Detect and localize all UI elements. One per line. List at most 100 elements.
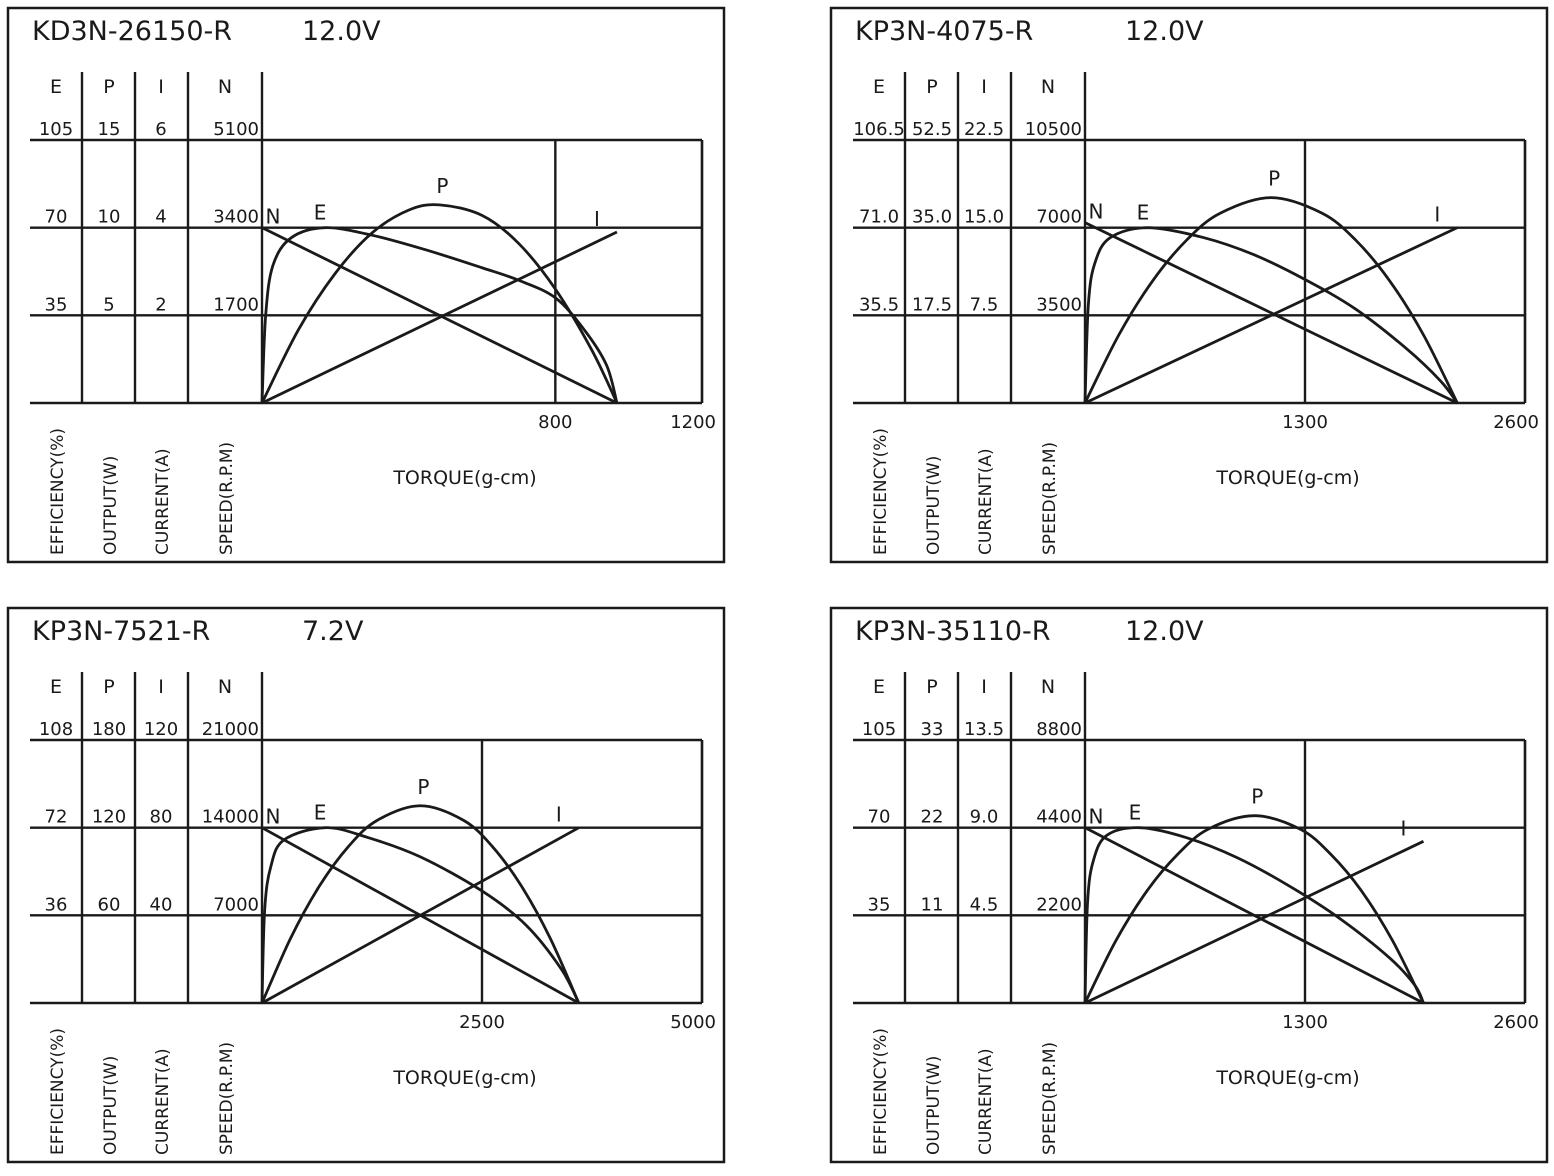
y-tick-label: 70 — [868, 807, 891, 828]
x-axis-title: TORQUE(g-cm) — [1215, 467, 1359, 489]
axis-header: N — [1041, 76, 1055, 98]
axis-title: EFFICIENCY(%) — [48, 428, 68, 555]
x-tick-label: 1300 — [1282, 1012, 1328, 1033]
curve — [261, 826, 580, 1005]
panel-frame — [829, 6, 1549, 564]
curve-label: P — [1251, 785, 1263, 809]
y-tick-label: 22 — [921, 807, 944, 828]
y-tick-label: 15.0 — [964, 207, 1004, 228]
x-tick-label: 1200 — [670, 412, 716, 433]
x-tick-label: 1300 — [1282, 412, 1328, 433]
axis-title: OUTPUT(W) — [101, 456, 121, 555]
x-axis-title: TORQUE(g-cm) — [392, 467, 536, 489]
axis-header: I — [158, 676, 164, 698]
y-tick-label: 5100 — [213, 119, 259, 140]
curve — [1084, 221, 1458, 405]
curve-label: N — [266, 805, 281, 829]
axis-header: N — [1041, 676, 1055, 698]
voltage-label: 12.0V — [302, 16, 381, 47]
axis-header: E — [873, 676, 885, 698]
curve — [1083, 826, 1425, 1004]
y-tick-label: 106.5 — [853, 119, 905, 140]
y-tick-label: 3500 — [1036, 294, 1082, 315]
axis-header: P — [103, 676, 114, 698]
curve — [261, 230, 618, 405]
y-tick-label: 10500 — [1025, 119, 1082, 140]
y-tick-label: 15 — [98, 119, 121, 140]
y-tick-label: 52.5 — [912, 119, 952, 140]
voltage-label: 12.0V — [1125, 16, 1204, 47]
y-tick-label: 80 — [150, 807, 173, 828]
axis-title: SPEED(R.P.M) — [217, 442, 237, 555]
y-tick-label: 105 — [862, 719, 896, 740]
y-tick-label: 7.5 — [970, 294, 999, 315]
x-tick-label: 800 — [538, 412, 572, 433]
y-tick-label: 71.0 — [859, 207, 899, 228]
curve-label: N — [266, 205, 281, 229]
curve-label: P — [436, 174, 448, 198]
chart-title: KP3N-4075-R — [855, 16, 1033, 47]
x-tick-label: 2600 — [1493, 412, 1539, 433]
curve-label: N — [1089, 200, 1104, 224]
voltage-label: 7.2V — [302, 616, 364, 647]
y-tick-label: 35.0 — [912, 207, 952, 228]
curve — [260, 226, 619, 404]
curve-label: E — [314, 801, 327, 825]
axis-title: SPEED(R.P.M) — [1040, 442, 1060, 555]
y-tick-label: 22.5 — [964, 119, 1004, 140]
y-tick-label: 40 — [150, 894, 173, 915]
y-tick-label: 35.5 — [859, 294, 899, 315]
x-tick-label: 2600 — [1493, 1012, 1539, 1033]
axis-title: CURRENT(A) — [153, 1048, 173, 1155]
axis-header: I — [158, 76, 164, 98]
chart-title: KD3N-26150-R — [32, 16, 232, 47]
y-tick-label: 1700 — [213, 294, 259, 315]
axis-header: I — [981, 676, 987, 698]
curve — [1083, 196, 1459, 404]
axis-title: OUTPUT(W) — [101, 1056, 121, 1155]
y-tick-label: 13.5 — [964, 719, 1004, 740]
curve — [1083, 226, 1459, 404]
y-tick-label: 70 — [45, 207, 68, 228]
curve-label: I — [1401, 816, 1407, 840]
x-tick-label: 2500 — [459, 1012, 505, 1033]
y-tick-label: 17.5 — [912, 294, 952, 315]
curve-label: N — [1089, 805, 1104, 829]
panel-frame — [6, 6, 726, 564]
curve-label: P — [1268, 167, 1280, 191]
curve — [260, 203, 619, 404]
curve-label: E — [314, 201, 327, 225]
panel-frame — [829, 606, 1549, 1164]
axis-title: SPEED(R.P.M) — [1040, 1042, 1060, 1155]
chart-title: KP3N-35110-R — [855, 616, 1051, 647]
axis-title: OUTPUT(W) — [924, 456, 944, 555]
y-tick-label: 72 — [45, 807, 68, 828]
curve — [1084, 826, 1425, 1005]
chart-title: KP3N-7521-R — [32, 616, 210, 647]
axis-header: N — [218, 76, 232, 98]
y-tick-label: 14000 — [202, 807, 259, 828]
y-tick-label: 3400 — [213, 207, 259, 228]
curve-label: I — [1434, 203, 1440, 227]
voltage-label: 12.0V — [1125, 616, 1204, 647]
y-tick-label: 21000 — [202, 719, 259, 740]
y-tick-label: 105 — [39, 119, 73, 140]
y-tick-label: 7000 — [1036, 207, 1082, 228]
curve-label: P — [417, 775, 429, 799]
axis-header: P — [926, 676, 937, 698]
y-tick-label: 10 — [98, 207, 121, 228]
curve-label: E — [1137, 201, 1150, 225]
y-tick-label: 35 — [45, 294, 68, 315]
curve — [260, 826, 581, 1004]
curve — [1083, 814, 1425, 1004]
panel-frame — [6, 606, 726, 1164]
curve-label: I — [594, 207, 600, 231]
axis-title: CURRENT(A) — [153, 448, 173, 555]
axis-title: EFFICIENCY(%) — [871, 428, 891, 555]
y-tick-label: 6 — [155, 119, 166, 140]
axis-header: P — [103, 76, 114, 98]
curve — [260, 804, 581, 1004]
y-tick-label: 180 — [92, 719, 126, 740]
